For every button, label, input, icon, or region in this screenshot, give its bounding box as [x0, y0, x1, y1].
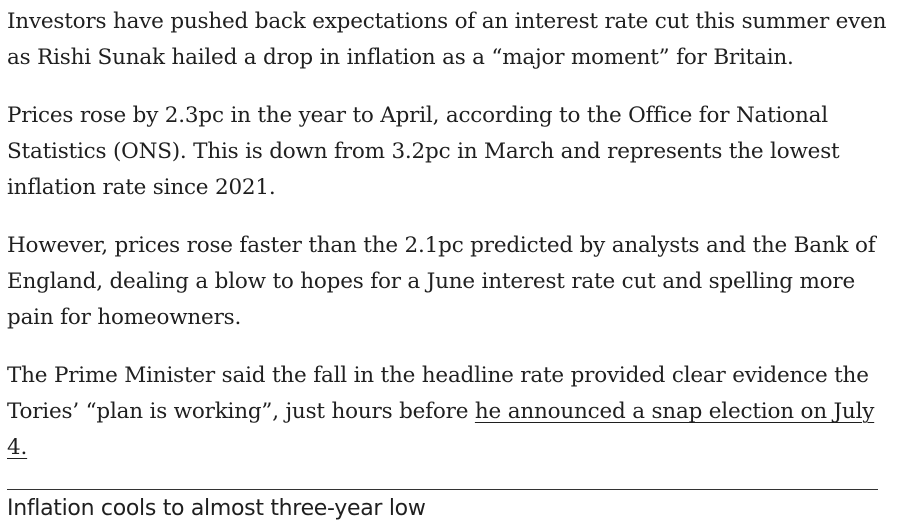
section-heading: Inflation cools to almost three-year low — [7, 496, 426, 521]
snap-election-link[interactable]: he announced a snap election on July 4. — [7, 399, 875, 460]
article-paragraph-2: Prices rose by 2.3pc in the year to Apri… — [7, 103, 840, 200]
section-divider — [7, 489, 878, 490]
paragraph-4-text: The Prime Minister said the fall in the … — [7, 363, 869, 424]
article-paragraph-1: Investors have pushed back expectations … — [7, 9, 887, 70]
article-paragraph-3: However, prices rose faster than the 2.1… — [7, 233, 876, 330]
article-body: Investors have pushed back expectations … — [7, 0, 887, 488]
article-paragraph-4: The Prime Minister said the fall in the … — [7, 358, 887, 466]
